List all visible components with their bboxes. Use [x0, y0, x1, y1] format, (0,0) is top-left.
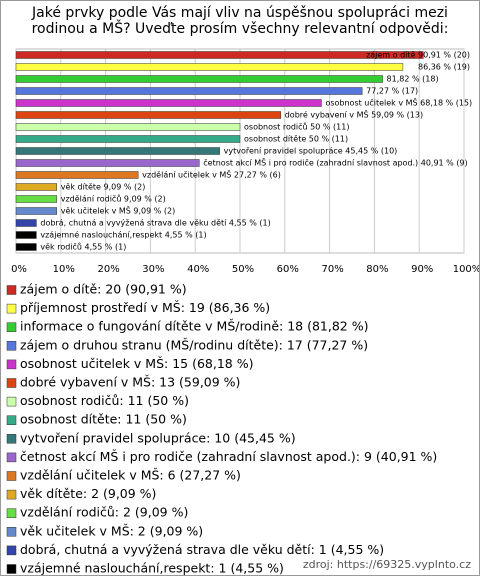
- value-label: věk dítěte 9,09 % (2): [61, 183, 146, 192]
- x-tick-label: 20%: [97, 264, 119, 275]
- legend-swatch: [6, 285, 17, 295]
- legend-label: osobnost učitelek v MŠ: 15 (68,18 %): [20, 356, 253, 371]
- legend-label: vzájemné naslouchání,respekt: 1 (4,55 %): [20, 561, 284, 576]
- bar: [15, 123, 241, 131]
- bar: [15, 243, 37, 251]
- legend-label: dobré vybavení v MŠ: 13 (59,09 %): [20, 375, 240, 390]
- x-tick-label: 0%: [11, 264, 27, 275]
- bar: [15, 219, 37, 227]
- legend-swatch: [6, 341, 17, 351]
- legend-label: zájem o dítě: 20 (90,91 %): [20, 282, 187, 297]
- value-label: vzájemné naslouchání,respekt 4,55 % (1): [40, 230, 206, 240]
- bar: [15, 195, 57, 203]
- value-label: vzdělání rodičů 9,09 % (2): [61, 194, 166, 204]
- legend-label: informace o fungování dítěte v MŠ/rodině…: [20, 319, 368, 334]
- bar: [15, 63, 404, 71]
- legend-swatch: [6, 527, 17, 537]
- x-tick-label: 60%: [277, 264, 299, 275]
- value-label: věk učitelek v MŠ 9,09 % (2): [61, 205, 176, 216]
- source-note: zdroj: https://69325.vyplnto.cz: [302, 558, 471, 571]
- bar: [15, 171, 139, 179]
- bar: [15, 231, 37, 239]
- legend-swatch: [6, 378, 17, 388]
- value-label: dobré vybavení v MŠ 59,09 % (13): [285, 109, 423, 120]
- legend-label: osobnost dítěte: 11 (50 %): [20, 412, 187, 427]
- x-tick-label: 30%: [142, 264, 164, 275]
- bar: [15, 135, 241, 143]
- value-label: 77,27 % (17): [366, 87, 418, 96]
- value-label: četnost akcí MŠ i pro rodiče (zahradní s…: [203, 157, 467, 168]
- legend-label: vzdělání rodičů: 2 (9,09 %): [20, 505, 188, 520]
- legend-label: vzdělání učitelek v MŠ: 6 (27,27 %): [20, 468, 241, 483]
- legend-label: věk učitelek v MŠ: 2 (9,09 %): [20, 523, 203, 538]
- x-tick-label: 70%: [321, 264, 343, 275]
- legend-swatch: [6, 359, 17, 370]
- bar: [15, 87, 363, 95]
- x-tick-label: 100%: [453, 264, 479, 275]
- legend-label: věk dítěte: 2 (9,09 %): [20, 486, 156, 501]
- legend-label: četnost akcí MŠ i pro rodiče (zahradní s…: [20, 449, 437, 464]
- legend-swatch: [6, 545, 17, 556]
- x-tick-label: 40%: [187, 264, 209, 275]
- legend-label: vytvoření pravidel spolupráce: 10 (45,45…: [20, 430, 296, 445]
- legend-label: zájem o druhou stranu (MŠ/rodinu dítěte)…: [20, 337, 368, 352]
- bar: [15, 207, 57, 215]
- legend-swatch: [6, 434, 17, 444]
- legend-swatch: [6, 471, 17, 481]
- x-tick-label: 10%: [53, 264, 75, 275]
- legend-swatch: [6, 452, 17, 463]
- legend-label: osobnost rodičů: 11 (50 %): [20, 393, 189, 408]
- bar: [15, 159, 200, 167]
- legend-swatch: [6, 396, 17, 407]
- bar: [15, 51, 424, 59]
- bar: [15, 183, 57, 191]
- value-label: 86,36 % (19): [418, 63, 470, 72]
- value-label: věk rodičů 4,55 % (1): [40, 242, 126, 252]
- value-label: zájem o dítě 90,91 % (20): [366, 51, 470, 60]
- value-label: osobnost rodičů 50 % (11): [244, 122, 349, 132]
- bar: [15, 147, 220, 155]
- bar: [15, 99, 322, 107]
- chart-title: Jaké prvky podle Vás mají vliv na úspěšn…: [31, 5, 449, 37]
- value-label: 81,82 % (18): [387, 75, 439, 84]
- value-label: dobrá, chutná a vyvýžená strava dle věku…: [40, 219, 270, 228]
- legend-swatch: [6, 508, 17, 518]
- legend-label: příjemnost prostředí v MŠ: 19 (86,36 %): [20, 300, 270, 315]
- legend-swatch: [6, 415, 17, 425]
- value-label: vzdělání učitelek v MŠ 27,27 % (6): [142, 169, 281, 180]
- value-label: osobnost učitelek v MŠ 68,18 % (15): [325, 97, 472, 108]
- bar: [15, 75, 383, 83]
- legend-swatch: [6, 564, 17, 574]
- legend-swatch: [6, 322, 17, 332]
- value-label: vytvoření pravidel spolupráce 45,45 % (1…: [224, 147, 398, 156]
- x-tick-label: 50%: [232, 264, 254, 275]
- legend-swatch: [6, 489, 17, 500]
- bar: [15, 111, 281, 119]
- x-tick-label: 90%: [411, 264, 433, 275]
- legend-label: dobrá, chutná a vyvýžená strava dle věku…: [20, 542, 384, 557]
- value-label: osobnost dítěte 50 % (11): [244, 135, 348, 144]
- x-tick-label: 80%: [366, 264, 388, 275]
- legend-swatch: [6, 303, 17, 314]
